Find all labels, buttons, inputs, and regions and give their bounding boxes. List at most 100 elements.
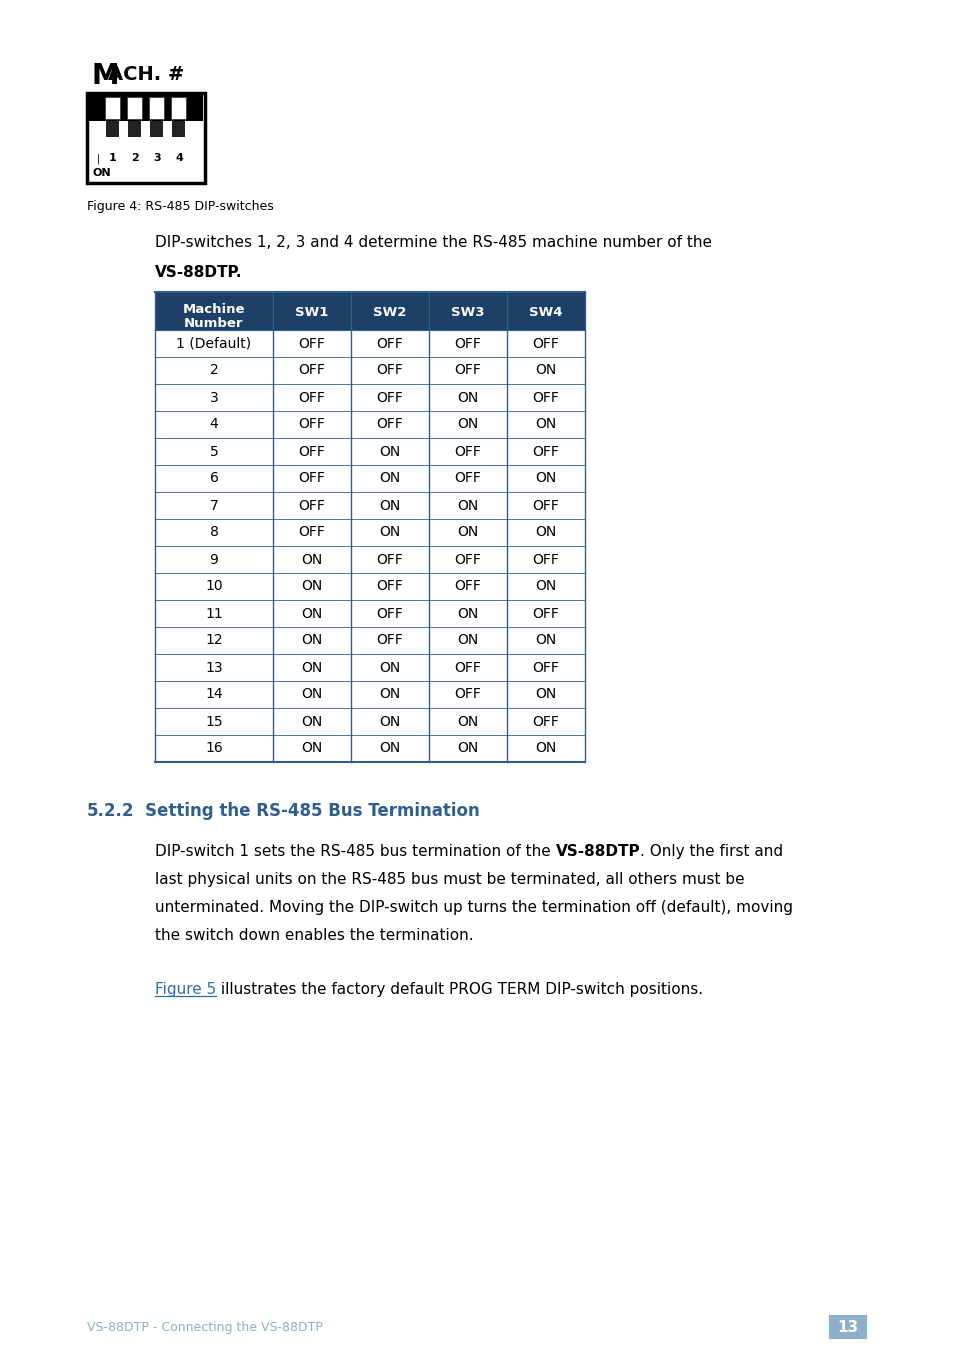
Text: ON: ON: [379, 661, 400, 674]
Text: 7: 7: [210, 498, 218, 513]
Text: 12: 12: [205, 634, 223, 647]
Bar: [154, 627, 584, 654]
Bar: [154, 573, 584, 600]
Bar: [128, 97, 142, 119]
Text: ON: ON: [535, 742, 556, 756]
Text: OFF: OFF: [376, 634, 403, 647]
Text: SW1: SW1: [295, 306, 329, 320]
Text: ON: ON: [535, 688, 556, 701]
Text: OFF: OFF: [532, 607, 558, 620]
Text: 3: 3: [210, 390, 218, 405]
Text: OFF: OFF: [298, 498, 325, 513]
Text: SW4: SW4: [529, 306, 562, 320]
Bar: [154, 292, 584, 330]
Bar: [154, 385, 584, 412]
Bar: [107, 121, 119, 137]
Text: OFF: OFF: [454, 363, 481, 378]
Text: OFF: OFF: [298, 444, 325, 459]
Bar: [154, 519, 584, 546]
Text: OFF: OFF: [454, 337, 481, 351]
Text: OFF: OFF: [532, 661, 558, 674]
Text: OFF: OFF: [298, 363, 325, 378]
Bar: [154, 546, 584, 573]
Text: 1: 1: [109, 153, 117, 162]
Text: M: M: [91, 62, 119, 89]
Text: 9: 9: [210, 552, 218, 566]
Text: SW3: SW3: [451, 306, 484, 320]
Text: the switch down enables the termination.: the switch down enables the termination.: [154, 927, 473, 942]
Bar: [154, 330, 584, 357]
Text: VS-88DTP.: VS-88DTP.: [154, 265, 242, 280]
Text: ON: ON: [535, 580, 556, 593]
Text: OFF: OFF: [298, 390, 325, 405]
Text: OFF: OFF: [376, 337, 403, 351]
Text: ON: ON: [301, 661, 322, 674]
Text: OFF: OFF: [532, 390, 558, 405]
Bar: [154, 492, 584, 519]
Text: . Only the first and: . Only the first and: [639, 844, 782, 858]
Text: 1 (Default): 1 (Default): [176, 337, 252, 351]
Bar: [89, 93, 203, 121]
Text: OFF: OFF: [532, 552, 558, 566]
Text: OFF: OFF: [298, 471, 325, 486]
Bar: [828, 1315, 866, 1339]
Text: OFF: OFF: [376, 607, 403, 620]
Bar: [154, 357, 584, 385]
Text: 4: 4: [210, 417, 218, 432]
Text: VS-88DTP: VS-88DTP: [555, 844, 639, 858]
Text: ON: ON: [379, 688, 400, 701]
Text: 5.2.2: 5.2.2: [87, 802, 134, 821]
Text: 5: 5: [210, 444, 218, 459]
Text: OFF: OFF: [454, 688, 481, 701]
Text: DIP-switches 1, 2, 3 and 4 determine the RS-485 machine number of the: DIP-switches 1, 2, 3 and 4 determine the…: [154, 236, 711, 250]
Bar: [154, 600, 584, 627]
Text: OFF: OFF: [532, 337, 558, 351]
Text: OFF: OFF: [532, 498, 558, 513]
Text: ON: ON: [535, 525, 556, 539]
Text: OFF: OFF: [532, 444, 558, 459]
Bar: [154, 464, 584, 492]
Text: 6: 6: [210, 471, 218, 486]
Text: 13: 13: [205, 661, 223, 674]
Text: ON: ON: [456, 634, 478, 647]
Text: OFF: OFF: [454, 580, 481, 593]
Bar: [154, 735, 584, 762]
Text: Figure 5: Figure 5: [154, 982, 216, 997]
Bar: [154, 681, 584, 708]
Bar: [150, 97, 164, 119]
Text: 2: 2: [131, 153, 139, 162]
Text: ON: ON: [301, 552, 322, 566]
Text: ON: ON: [379, 525, 400, 539]
Text: Number: Number: [184, 317, 244, 330]
Text: OFF: OFF: [454, 552, 481, 566]
Text: Setting the RS-485 Bus Termination: Setting the RS-485 Bus Termination: [145, 802, 479, 821]
Text: ON: ON: [456, 607, 478, 620]
Text: |: |: [97, 153, 100, 164]
Text: 14: 14: [205, 688, 223, 701]
Text: VS-88DTP - Connecting the VS-88DTP: VS-88DTP - Connecting the VS-88DTP: [87, 1320, 322, 1334]
Text: ON: ON: [301, 715, 322, 728]
Text: OFF: OFF: [298, 525, 325, 539]
Text: ON: ON: [456, 390, 478, 405]
Text: illustrates the factory default PROG TERM DIP-switch positions.: illustrates the factory default PROG TER…: [216, 982, 702, 997]
Text: Figure 4: RS-485 DIP-switches: Figure 4: RS-485 DIP-switches: [87, 200, 274, 213]
Bar: [129, 121, 141, 137]
Bar: [172, 97, 186, 119]
Text: ON: ON: [301, 580, 322, 593]
Text: ON: ON: [301, 634, 322, 647]
Text: ON: ON: [301, 607, 322, 620]
Text: 8: 8: [210, 525, 218, 539]
Text: 11: 11: [205, 607, 223, 620]
Text: ON: ON: [535, 471, 556, 486]
Text: OFF: OFF: [376, 552, 403, 566]
Text: last physical units on the RS-485 bus must be terminated, all others must be: last physical units on the RS-485 bus mu…: [154, 872, 744, 887]
Text: ON: ON: [379, 742, 400, 756]
Text: ON: ON: [535, 417, 556, 432]
Text: 2: 2: [210, 363, 218, 378]
Bar: [154, 708, 584, 735]
Text: 13: 13: [837, 1320, 858, 1335]
Text: ACH. #: ACH. #: [108, 65, 184, 84]
Text: OFF: OFF: [454, 444, 481, 459]
Text: ON: ON: [379, 715, 400, 728]
Text: ON: ON: [379, 444, 400, 459]
